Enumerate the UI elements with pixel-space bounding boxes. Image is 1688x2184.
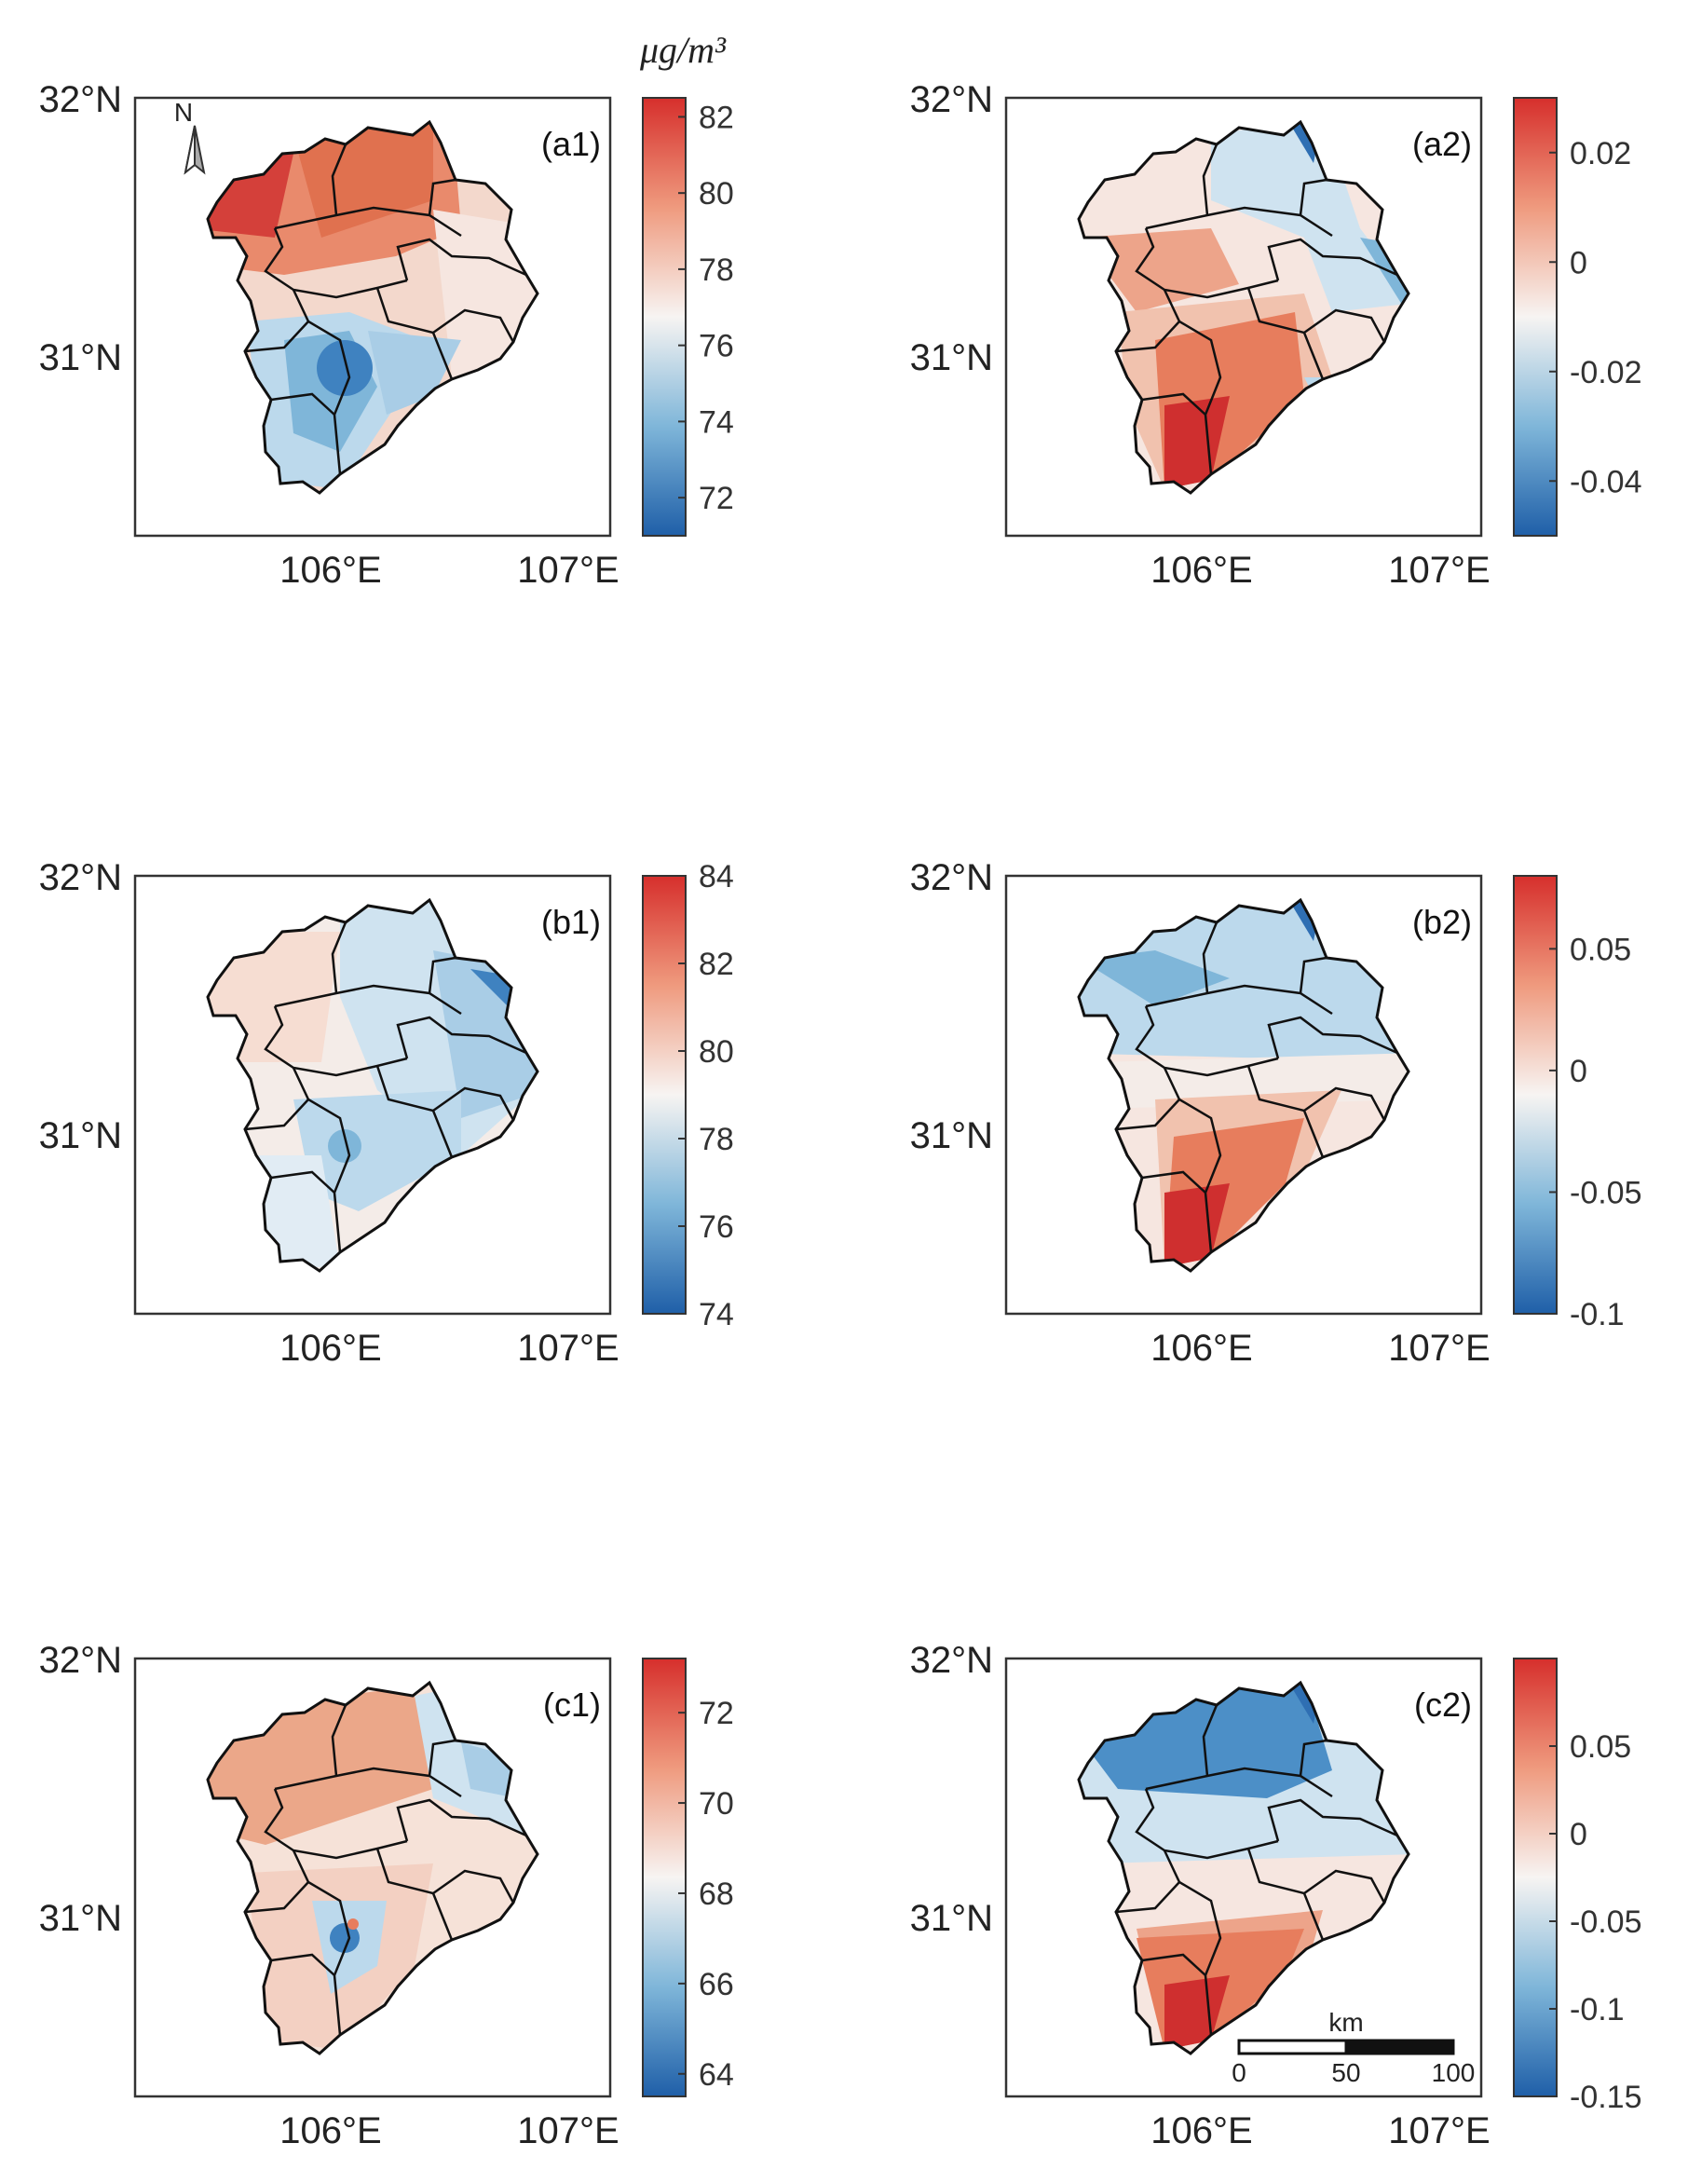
colorbar: 72 70 68 66 64	[642, 1658, 734, 2097]
map-frame	[133, 1657, 612, 2098]
colorbar-tick-label: 78	[699, 253, 734, 288]
colorbar-tick-label: -0.15	[1570, 2080, 1642, 2115]
lat-label-31: 31°N	[910, 1115, 993, 1156]
panel-c1: (c1) 32°N 31°N 106°E 107°E 72 70 68 66 64	[39, 1640, 734, 2151]
lat-label-32: 32°N	[39, 857, 122, 898]
panel-label: (b1)	[541, 903, 601, 941]
colorbar: 0.02 0 -0.02 -0.04	[1513, 97, 1642, 537]
colorbar-tick-label: 0.02	[1570, 136, 1631, 171]
panel-label: (a2)	[1412, 125, 1472, 163]
colorbar-tick-label: 82	[699, 100, 734, 135]
colorbar-tick-label: 76	[699, 1209, 734, 1245]
panel-a2: (a2) 32°N 31°N 106°E 107°E 0.02 0 -0.02 -0.…	[910, 79, 1642, 591]
lon-label-107: 107°E	[1388, 1328, 1490, 1369]
scale-tick-50: 50	[1331, 2058, 1360, 2087]
lon-label-106: 106°E	[279, 1328, 381, 1369]
colorbar-tick-label: -0.1	[1570, 1297, 1625, 1332]
colorbar-tick-label: 0	[1570, 1054, 1587, 1089]
scale-unit-label: km	[1328, 2008, 1363, 2037]
panel-b1: (b1) 32°N 31°N 106°E 107°E 84 82 80 78 76 74	[39, 857, 734, 1369]
map-frame	[1004, 96, 1483, 538]
colorbar-tick-label: 76	[699, 329, 734, 364]
lat-label-32: 32°N	[39, 79, 122, 120]
lon-label-106: 106°E	[279, 2110, 381, 2151]
lat-label-31: 31°N	[39, 337, 122, 378]
scale-tick-0: 0	[1232, 2058, 1246, 2087]
lon-label-107: 107°E	[517, 1328, 619, 1369]
lat-label-31: 31°N	[910, 1898, 993, 1939]
lon-label-106: 106°E	[1150, 1328, 1252, 1369]
colorbar-tick-label: 74	[699, 404, 734, 440]
lon-label-107: 107°E	[1388, 2110, 1490, 2151]
map-frame	[1004, 1657, 1483, 2098]
colorbar-tick-label: 0.05	[1570, 932, 1631, 967]
panel-c2: km 0 50 100 (c2) 32°N 31°N 106°E 107°E 0…	[910, 1640, 1642, 2151]
scale-tick-100: 100	[1432, 2058, 1476, 2087]
lon-label-106: 106°E	[1150, 2110, 1252, 2151]
panel-label: (c2)	[1414, 1686, 1472, 1724]
lat-label-32: 32°N	[39, 1640, 122, 1681]
colorbar: 84 82 80 78 76 74	[642, 859, 734, 1332]
colorbar-tick-label: 68	[699, 1877, 734, 1912]
unit-label: μg/m³	[639, 29, 727, 71]
lon-label-107: 107°E	[517, 2110, 619, 2151]
lat-label-32: 32°N	[910, 1640, 993, 1681]
colorbar-tick-label: 82	[699, 947, 734, 982]
colorbar-tick-label: 70	[699, 1786, 734, 1822]
colorbar-tick-label: 74	[699, 1297, 734, 1332]
lat-label-32: 32°N	[910, 79, 993, 120]
colorbar-tick-label: 0	[1570, 1817, 1587, 1852]
colorbar-tick-label: -0.05	[1570, 1904, 1642, 1940]
lon-label-107: 107°E	[517, 550, 619, 591]
lon-label-106: 106°E	[1150, 550, 1252, 591]
panel-a1: N (a1) 32°N 31°N 106°E 107°E μg/m³ 82 80 7…	[39, 29, 734, 591]
colorbar: 0.05 0 -0.05 -0.1	[1513, 875, 1642, 1332]
panel-b2: (b2) 32°N 31°N 106°E 107°E 0.05 0 -0.05 -0.…	[910, 857, 1642, 1369]
colorbar-tick-label: -0.04	[1570, 464, 1642, 499]
colorbar: 82 80 78 76 74 72	[642, 97, 734, 537]
north-label: N	[174, 98, 193, 127]
colorbar-tick-label: -0.1	[1570, 1992, 1625, 2027]
colorbar-tick-label: 80	[699, 176, 734, 212]
colorbar-tick-label: -0.05	[1570, 1175, 1642, 1210]
lat-label-31: 31°N	[39, 1115, 122, 1156]
lon-label-106: 106°E	[279, 550, 381, 591]
lon-label-107: 107°E	[1388, 550, 1490, 591]
colorbar-tick-label: 84	[699, 859, 734, 894]
map-frame	[133, 96, 612, 538]
north-arrow-icon	[184, 125, 206, 175]
colorbar-tick-label: 0	[1570, 245, 1587, 280]
colorbar-tick-label: 78	[699, 1122, 734, 1157]
lat-label-31: 31°N	[910, 337, 993, 378]
lat-label-32: 32°N	[910, 857, 993, 898]
colorbar-tick-label: 72	[699, 481, 734, 516]
panel-label: (a1)	[541, 125, 601, 163]
colorbar-tick-label: 80	[699, 1034, 734, 1070]
colorbar-tick-label: 72	[699, 1696, 734, 1731]
colorbar: 0.05 0 -0.05 -0.1 -0.15	[1513, 1658, 1642, 2115]
panel-label: (c1)	[543, 1686, 601, 1724]
colorbar-tick-label: 0.05	[1570, 1729, 1631, 1765]
colorbar-tick-label: 64	[699, 2057, 734, 2093]
lat-label-31: 31°N	[39, 1898, 122, 1939]
panel-label: (b2)	[1412, 903, 1472, 941]
colorbar-tick-label: 66	[699, 1967, 734, 2002]
scale-bar: km 0 50 100	[1232, 2008, 1475, 2087]
map-frame	[1004, 874, 1483, 1316]
map-frame	[133, 874, 612, 1316]
colorbar-tick-label: -0.02	[1570, 355, 1642, 390]
